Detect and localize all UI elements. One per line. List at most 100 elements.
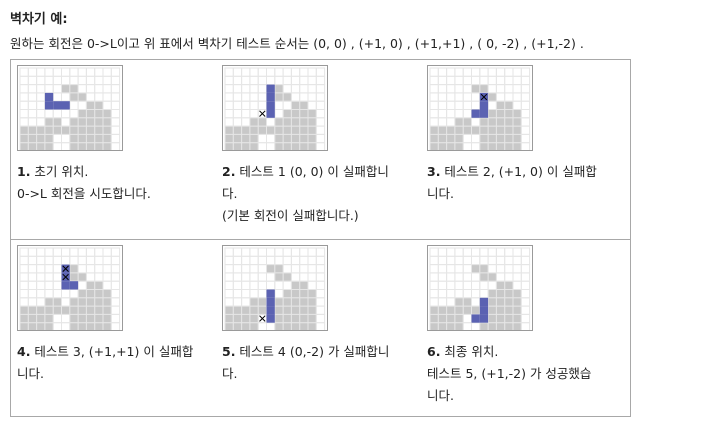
- wall-block: [250, 126, 258, 134]
- wall-block: [455, 314, 463, 323]
- wall-block: [37, 323, 45, 330]
- wall-block: [95, 314, 103, 323]
- wall-block: [488, 323, 496, 330]
- step-caption-1: 1. 초기 위치. 0->L 회전을 시도합니다.: [17, 161, 213, 205]
- wall-block: [291, 126, 300, 134]
- wall-block: [250, 298, 258, 306]
- board-figure-6: [427, 245, 533, 331]
- wall-block: [242, 323, 250, 330]
- wall-block: [78, 306, 86, 314]
- wall-block: [447, 323, 455, 330]
- wall-block: [250, 306, 258, 314]
- step-caption-2: 2. 테스트 1 (0, 0) 이 실패합니 다. (기본 회전이 실패합니다.…: [222, 161, 418, 227]
- wall-block: [53, 126, 61, 134]
- wall-block: [275, 306, 283, 314]
- step-number-2: 2.: [222, 164, 236, 179]
- wall-block: [488, 110, 496, 118]
- wall-block: [78, 314, 86, 323]
- wall-block: [300, 143, 308, 150]
- step-text-6-line-1: 최종 위치.: [440, 344, 499, 359]
- wall-block: [488, 306, 496, 314]
- wall-block: [447, 126, 455, 134]
- wall-block: [463, 126, 471, 134]
- wall-block: [480, 143, 488, 150]
- wall-block: [86, 323, 95, 330]
- wall-block: [283, 126, 291, 134]
- piece-block: [266, 92, 275, 102]
- piece-block: [471, 109, 480, 118]
- step-cell-6: 6. 최종 위치. 테스트 5, (+1,-2) 가 성공했습 니다.: [421, 240, 626, 418]
- wall-block: [291, 323, 300, 330]
- wall-block: [300, 134, 308, 143]
- wall-block: [430, 134, 438, 143]
- wall-block: [505, 143, 513, 150]
- wall-block: [496, 143, 505, 150]
- wall-block: [488, 290, 496, 298]
- wall-block: [291, 101, 300, 109]
- wall-block: [225, 126, 233, 134]
- piece-block: [479, 297, 489, 307]
- wall-block: [496, 306, 505, 314]
- wall-block: [37, 143, 45, 150]
- wall-block: [505, 281, 513, 289]
- piece-block: [266, 314, 275, 323]
- row-divider: [11, 239, 630, 240]
- wall-block: [505, 101, 513, 109]
- wall-block: [438, 134, 447, 143]
- wall-block: [20, 323, 28, 330]
- wall-block: [250, 118, 258, 126]
- wall-block: [86, 314, 95, 323]
- wall-block: [86, 298, 95, 306]
- step-text-6-line-2: 테스트 5, (+1,-2) 가 성공했습: [427, 366, 592, 381]
- wall-block: [488, 93, 496, 101]
- wall-block: [513, 118, 521, 126]
- wall-block: [45, 323, 53, 330]
- board-figure-2: [222, 65, 328, 151]
- wall-block: [275, 323, 283, 330]
- step-caption-3: 3. 테스트 2, (+1, 0) 이 실패합 니다.: [427, 161, 623, 205]
- wall-block: [86, 126, 95, 134]
- wall-block: [455, 118, 463, 126]
- board-figure-5: [222, 245, 328, 331]
- wall-block: [291, 314, 300, 323]
- wall-block: [513, 290, 521, 298]
- wall-block: [103, 314, 111, 323]
- wall-block: [488, 126, 496, 134]
- failed-test-x-icon: [62, 265, 69, 272]
- wall-block: [308, 143, 316, 150]
- wall-block: [78, 110, 86, 118]
- wall-block: [86, 290, 95, 298]
- wall-block: [496, 298, 505, 306]
- wall-block: [225, 143, 233, 150]
- wall-block: [70, 265, 78, 273]
- wall-block: [45, 126, 53, 134]
- step-cell-2: 2. 테스트 1 (0, 0) 이 실패합니 다. (기본 회전이 실패합니다.…: [216, 60, 421, 238]
- wall-block: [103, 118, 111, 126]
- wall-block: [28, 314, 37, 323]
- wall-block: [78, 290, 86, 298]
- step-text-3-line-1: 테스트 2, (+1, 0) 이 실패합: [440, 164, 597, 179]
- wall-block: [283, 143, 291, 150]
- step-number-1: 1.: [17, 164, 31, 179]
- failed-test-x-icon: [480, 93, 488, 101]
- wall-block: [95, 118, 103, 126]
- wall-block: [62, 306, 70, 314]
- wall-block: [95, 143, 103, 150]
- wall-block: [496, 134, 505, 143]
- wall-block: [447, 306, 455, 314]
- wall-block: [20, 126, 28, 134]
- wall-block: [20, 143, 28, 150]
- wall-block: [496, 323, 505, 330]
- wall-block: [267, 126, 275, 134]
- wall-block: [45, 118, 53, 126]
- wall-block: [300, 323, 308, 330]
- wall-block: [242, 134, 250, 143]
- wall-block: [275, 118, 283, 126]
- wall-block: [438, 126, 447, 134]
- wall-block: [308, 110, 316, 118]
- wall-block: [86, 110, 95, 118]
- piece-block: [479, 314, 489, 323]
- wall-block: [78, 134, 86, 143]
- wall-block: [45, 143, 53, 150]
- wall-block: [78, 273, 86, 281]
